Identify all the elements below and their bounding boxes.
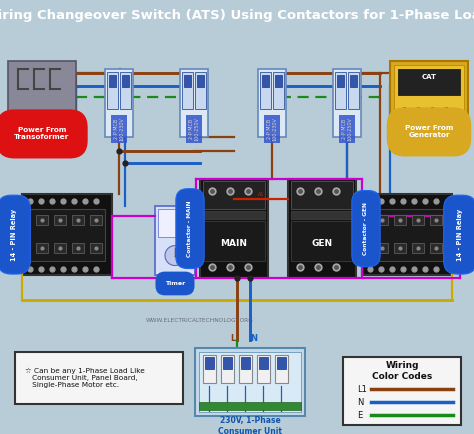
Bar <box>376 243 388 253</box>
Bar <box>239 355 252 383</box>
Text: L: L <box>230 334 236 343</box>
Text: 14 - PIN Relay: 14 - PIN Relay <box>11 208 17 261</box>
Text: N: N <box>357 398 364 407</box>
Bar <box>8 61 76 121</box>
Text: Contactor - MAIN: Contactor - MAIN <box>188 201 192 257</box>
Bar <box>221 355 234 383</box>
Bar <box>195 348 305 416</box>
Text: 2-P MCB
100-250V: 2-P MCB 100-250V <box>342 117 352 141</box>
Bar <box>120 72 131 109</box>
Bar <box>72 215 84 225</box>
Bar <box>197 75 204 87</box>
Bar <box>122 75 129 87</box>
Bar <box>199 352 301 412</box>
Bar <box>412 215 424 225</box>
Text: Wiring Changeover Switch (ATS) Using Contactors for 1-Phase Load: Wiring Changeover Switch (ATS) Using Con… <box>0 9 474 22</box>
Bar <box>259 357 268 369</box>
Bar <box>184 75 191 87</box>
Text: Power From
Generator: Power From Generator <box>405 125 453 138</box>
Bar <box>348 72 359 109</box>
Bar <box>362 194 452 276</box>
Text: Power From
Transoformer: Power From Transoformer <box>14 128 70 141</box>
Text: Contactor - GEN: Contactor - GEN <box>364 202 368 255</box>
Bar <box>275 75 282 87</box>
Bar <box>343 357 461 425</box>
Text: L1: L1 <box>357 385 367 394</box>
Bar <box>376 215 388 225</box>
Bar <box>390 61 468 119</box>
Bar <box>158 209 192 237</box>
Bar <box>195 72 206 109</box>
Bar <box>394 65 464 115</box>
Text: Wiring
Color Codes: Wiring Color Codes <box>372 362 432 381</box>
Bar <box>262 75 269 87</box>
Text: 2-P MCB
100-230V: 2-P MCB 100-230V <box>266 117 277 141</box>
Text: CAT: CAT <box>421 74 437 80</box>
Text: 14 - PIN Relay: 14 - PIN Relay <box>457 208 463 261</box>
Bar <box>54 215 66 225</box>
Text: WWW.ELECTRICALTECHNOLOGY.ORG: WWW.ELECTRICALTECHNOLOGY.ORG <box>146 318 254 323</box>
Bar <box>200 179 268 279</box>
Text: E: E <box>357 411 362 420</box>
Bar <box>277 357 286 369</box>
Bar <box>199 402 301 410</box>
Bar <box>291 220 353 260</box>
Bar <box>394 243 406 253</box>
Bar <box>36 215 48 225</box>
Bar <box>337 75 344 87</box>
Bar <box>335 72 346 109</box>
Bar <box>36 243 48 253</box>
Bar <box>180 69 208 137</box>
Bar <box>258 69 286 137</box>
Bar <box>15 352 183 404</box>
Bar <box>350 75 357 87</box>
Text: 230V, 1-Phase
Consumer Unit: 230V, 1-Phase Consumer Unit <box>218 416 282 434</box>
Bar <box>107 72 118 109</box>
Text: MAIN: MAIN <box>220 239 247 248</box>
Text: A1: A1 <box>258 192 264 197</box>
Bar <box>412 243 424 253</box>
Bar <box>333 69 361 137</box>
Text: 2-P MCB
100-230V: 2-P MCB 100-230V <box>114 117 124 141</box>
Bar <box>203 210 265 219</box>
Bar <box>90 243 102 253</box>
Bar <box>54 243 66 253</box>
Bar <box>257 355 270 383</box>
Text: 2-P MCB
100-230V: 2-P MCB 100-230V <box>266 117 277 141</box>
Bar <box>430 215 442 225</box>
Bar <box>203 181 265 209</box>
Bar <box>394 215 406 225</box>
Bar <box>90 215 102 225</box>
Bar <box>275 355 288 383</box>
Bar <box>203 355 216 383</box>
Bar <box>430 243 442 253</box>
Text: 2-P MCB
100-250V: 2-P MCB 100-250V <box>342 117 352 141</box>
Bar <box>155 206 195 276</box>
Bar <box>369 209 445 260</box>
Text: GEN: GEN <box>311 239 333 248</box>
Bar <box>260 72 271 109</box>
Bar <box>72 243 84 253</box>
Bar <box>205 357 214 369</box>
Bar <box>109 75 116 87</box>
Text: Timer: Timer <box>165 281 185 286</box>
Bar <box>223 357 232 369</box>
Bar <box>203 220 265 260</box>
Circle shape <box>165 246 185 266</box>
Bar <box>398 69 460 95</box>
Bar <box>241 357 250 369</box>
Bar <box>288 179 356 279</box>
Bar <box>29 209 105 260</box>
Text: 2-P MCB
100-250V: 2-P MCB 100-250V <box>189 117 200 141</box>
Text: 2-P MCB
100-230V: 2-P MCB 100-230V <box>114 117 124 141</box>
Bar <box>105 69 133 137</box>
Bar <box>22 194 112 276</box>
Text: N: N <box>250 334 257 343</box>
Text: ☆ Can be any 1-Phase Load Like
   Consumer Unit, Panel Board,
   Single-Phase Mo: ☆ Can be any 1-Phase Load Like Consumer … <box>25 368 145 388</box>
Bar <box>291 181 353 209</box>
Bar <box>291 210 353 219</box>
Text: 2-P MCB
100-250V: 2-P MCB 100-250V <box>189 117 200 141</box>
Bar <box>182 72 193 109</box>
Bar <box>273 72 284 109</box>
